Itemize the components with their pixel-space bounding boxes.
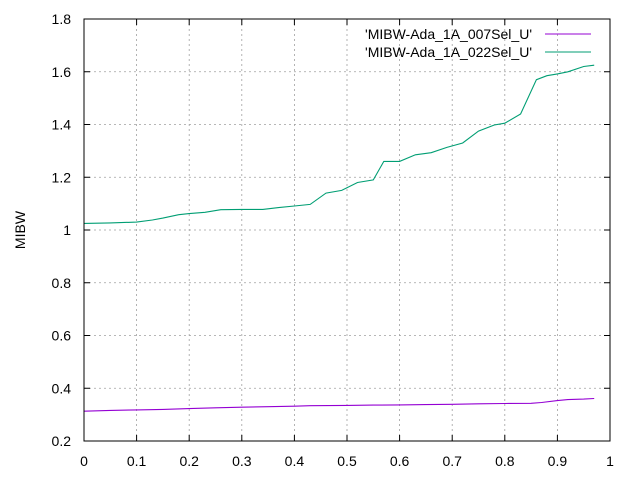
series-line-2 (83, 64, 595, 224)
y-tick-label: 0.4 (52, 380, 72, 396)
x-tick-label: 0.6 (390, 453, 410, 469)
x-tick-label: 0.7 (442, 453, 462, 469)
x-tick-label: 0.8 (495, 453, 515, 469)
grid (84, 19, 610, 441)
x-tick-label: 0 (80, 453, 88, 469)
legend: 'MIBW-Ada_1A_007Sel_U' 'MIBW-Ada_1A_022Se… (365, 26, 591, 60)
x-tick-label: 0.3 (232, 453, 252, 469)
x-tick-label: 0.2 (179, 453, 199, 469)
y-axis-label: MIBW (12, 210, 28, 249)
x-tick-label: 1 (606, 453, 614, 469)
y-tick-label: 0.2 (52, 433, 72, 449)
x-tick-label: 0.5 (337, 453, 357, 469)
y-tick-label: 1 (63, 222, 71, 238)
x-tick-label: 0.9 (548, 453, 568, 469)
y-tick-label: 1.6 (52, 64, 72, 80)
y-tick-label: 1.4 (52, 117, 72, 133)
x-tick-label: 0.1 (127, 453, 147, 469)
y-tick-label: 1.8 (52, 11, 72, 27)
axis-ticks: 0 0.1 0.2 0.3 0.4 0.5 0.6 0.7 0.8 0.9 1 0.2 0.4 0.6 0.… (52, 11, 615, 469)
series-lines (83, 64, 595, 412)
legend-label-2: 'MIBW-Ada_1A_022Sel_U' (365, 44, 532, 60)
y-tick-label: 1.2 (52, 169, 72, 185)
y-tick-label: 0.8 (52, 275, 72, 291)
x-tick-label: 0.4 (285, 453, 305, 469)
y-tick-label: 0.6 (52, 328, 72, 344)
series-line-1 (83, 397, 595, 412)
legend-label-1: 'MIBW-Ada_1A_007Sel_U' (365, 26, 532, 42)
